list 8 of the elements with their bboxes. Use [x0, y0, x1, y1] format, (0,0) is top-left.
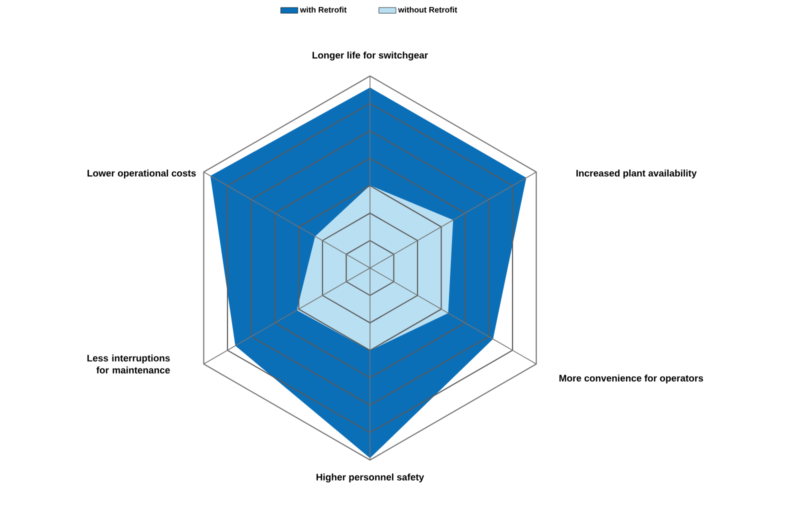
legend-label: without Retrofit	[398, 6, 458, 13]
spoke-label: Higher personnel safety	[316, 474, 424, 482]
spoke-label: Longer life for switchgear	[312, 52, 428, 60]
spoke-label: More convenience for operators	[559, 374, 704, 384]
spoke-label: Less interruptions for maintenance	[87, 354, 170, 374]
spoke-label: Increased plant availability	[576, 170, 697, 178]
spoke-label: Lower operational costs	[88, 170, 196, 178]
legend-label: with Retrofit	[300, 6, 347, 13]
